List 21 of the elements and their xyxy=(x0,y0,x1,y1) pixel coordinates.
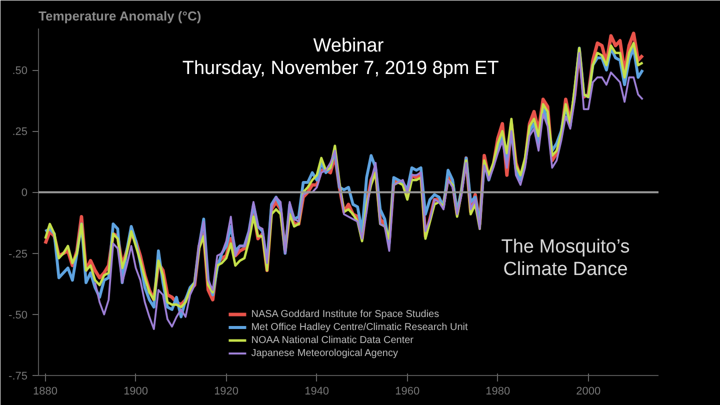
x-tick-label: 2000 xyxy=(576,386,601,398)
x-tick-label: 1980 xyxy=(486,386,510,398)
y-tick-label: -.25 xyxy=(8,248,28,260)
y-tick-label: .25 xyxy=(12,126,28,138)
legend-label: Met Office Hadley Centre/Climatic Research Unit xyxy=(251,321,468,333)
chart-title: Webinar xyxy=(313,35,384,56)
y-tick-label: -.50 xyxy=(8,309,28,322)
text: Thursday, November 7, 2019 8pm ET xyxy=(182,58,500,79)
annotation: The Mosquito’s Climate Dance xyxy=(501,236,630,280)
y-tick-label: 0 xyxy=(21,187,28,200)
x-tick-label: 1880 xyxy=(33,386,58,398)
x-tick-label: 1920 xyxy=(214,386,239,398)
legend-label: NOAA National Climatic Data Center xyxy=(251,334,414,346)
x-tick-label: 1940 xyxy=(304,386,330,398)
legend-label: Japanese Meteorological Agency xyxy=(251,347,398,359)
y-axis-title: Temperature Anomaly (°C) xyxy=(38,8,202,24)
y-tick-label: -.75 xyxy=(8,370,28,382)
y-tick-label: .50 xyxy=(12,65,28,78)
x-tick-label: 1960 xyxy=(395,386,420,398)
legend-label: NASA Goddard Institute for Space Studies xyxy=(251,308,440,320)
x-tick-label: 1900 xyxy=(124,386,148,398)
